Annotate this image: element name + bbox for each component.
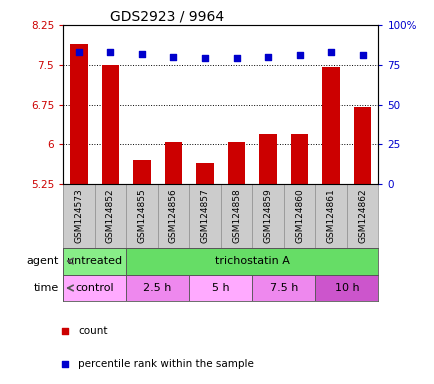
Text: GSM124858: GSM124858 — [231, 189, 240, 243]
Text: time: time — [33, 283, 59, 293]
Bar — [196, 163, 213, 184]
Point — [61, 328, 68, 334]
Bar — [259, 134, 276, 184]
Point — [75, 49, 82, 55]
Text: 7.5 h: 7.5 h — [269, 283, 297, 293]
Bar — [102, 65, 119, 184]
Bar — [133, 161, 150, 184]
Point — [233, 55, 240, 61]
Bar — [290, 134, 308, 184]
Text: untreated: untreated — [67, 256, 122, 266]
Point — [138, 51, 145, 57]
Text: GSM124860: GSM124860 — [294, 189, 303, 243]
Text: GSM124856: GSM124856 — [168, 189, 178, 243]
Text: GSM124573: GSM124573 — [74, 189, 83, 243]
Bar — [322, 68, 339, 184]
Text: agent: agent — [26, 256, 59, 266]
Text: count: count — [78, 326, 108, 336]
Text: trichostatin A: trichostatin A — [214, 256, 289, 266]
Text: control: control — [75, 283, 114, 293]
Bar — [315, 275, 378, 301]
Bar — [70, 43, 87, 184]
Point — [327, 49, 334, 55]
Bar — [63, 275, 126, 301]
Point — [264, 54, 271, 60]
Text: GSM124859: GSM124859 — [263, 189, 272, 243]
Point — [107, 49, 114, 55]
Bar — [353, 107, 371, 184]
Bar — [189, 275, 252, 301]
Bar — [252, 275, 315, 301]
Bar — [63, 248, 126, 275]
Text: GDS2923 / 9964: GDS2923 / 9964 — [110, 10, 224, 24]
Text: 2.5 h: 2.5 h — [143, 283, 171, 293]
Text: GSM124852: GSM124852 — [105, 189, 115, 243]
Text: GSM124861: GSM124861 — [326, 189, 335, 243]
Text: GSM124855: GSM124855 — [137, 189, 146, 243]
Point — [170, 54, 177, 60]
Point — [61, 361, 68, 367]
Text: GSM124862: GSM124862 — [357, 189, 366, 243]
Bar — [164, 142, 182, 184]
Text: GSM124857: GSM124857 — [200, 189, 209, 243]
Point — [358, 52, 365, 58]
Text: 5 h: 5 h — [211, 283, 229, 293]
Point — [201, 55, 208, 61]
Bar — [126, 275, 189, 301]
Text: 10 h: 10 h — [334, 283, 358, 293]
Bar — [227, 142, 245, 184]
Point — [296, 52, 302, 58]
Bar — [126, 248, 378, 275]
Text: percentile rank within the sample: percentile rank within the sample — [78, 359, 254, 369]
